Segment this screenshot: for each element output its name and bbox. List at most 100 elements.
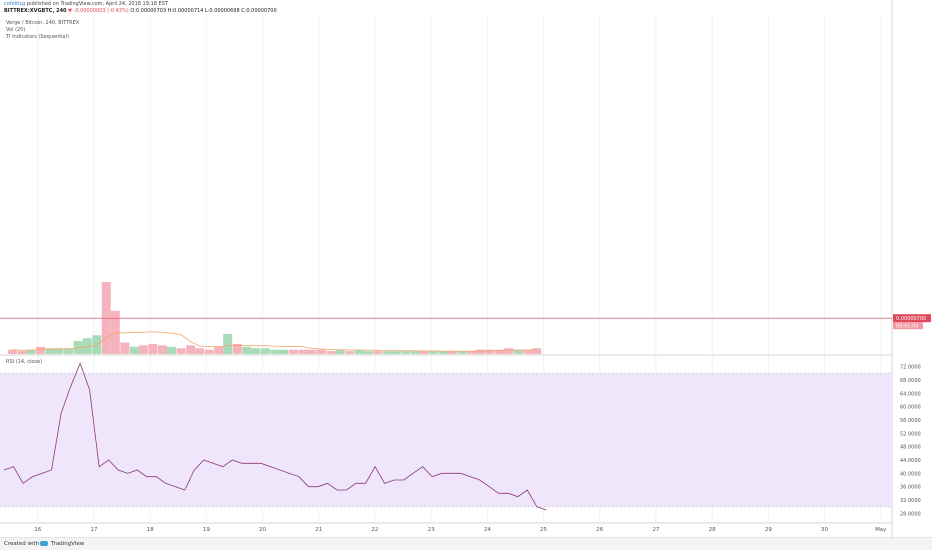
volume-bar xyxy=(82,338,92,354)
last-price-value: 0.00000700 xyxy=(896,316,926,322)
volume-bar xyxy=(307,349,317,354)
time-tick-label: May xyxy=(875,527,887,533)
legend-vol: Vol (20) xyxy=(6,27,26,33)
rsi-tick-label: 72.0000 xyxy=(900,365,921,371)
time-axis: 16 17 18 19 20 21 22 23 24 25 26 27 28 29 30 May xyxy=(34,527,887,533)
time-tick-label: 30 xyxy=(821,527,828,533)
volume-bar xyxy=(26,349,36,354)
volume-bar xyxy=(439,351,448,354)
change-label: ▼ -0.00000003 (-0.43%) xyxy=(66,8,129,14)
volume-bar xyxy=(92,335,102,354)
volume-bar xyxy=(138,345,148,354)
volume-bar xyxy=(110,310,120,354)
time-tick-label: 21 xyxy=(315,527,322,533)
volume-bar xyxy=(129,346,139,354)
time-tick-label: 27 xyxy=(652,527,659,533)
volume-bar xyxy=(354,349,364,354)
volume-bar xyxy=(401,351,411,354)
volume-bar xyxy=(532,348,542,354)
time-tick-label: 23 xyxy=(428,527,435,533)
volume-bar xyxy=(120,342,130,354)
volume-bar xyxy=(204,349,214,354)
volume-bar xyxy=(410,351,420,354)
rsi-tick-label: 32.0000 xyxy=(900,498,921,504)
rsi-band xyxy=(0,373,892,507)
rsi-tick-label: 64.0000 xyxy=(900,391,921,397)
volume-bar xyxy=(195,348,205,354)
footer: Created with TradingView xyxy=(0,537,932,550)
time-tick-label: 20 xyxy=(259,527,266,533)
time-tick-label: 24 xyxy=(484,527,491,533)
volume-bar xyxy=(317,349,327,354)
volume-bar xyxy=(242,346,252,354)
rsi-tick-label: 40.0000 xyxy=(900,471,921,477)
volume-bar xyxy=(223,333,233,354)
volume-bar xyxy=(186,345,196,354)
legend-rsi: RSI (14, close) xyxy=(6,359,43,365)
volume-bar xyxy=(363,351,373,354)
volume-bar xyxy=(485,349,495,354)
rsi-tick-label: 48.0000 xyxy=(900,445,921,451)
volume-bar xyxy=(17,351,27,354)
countdown-value: 03:41:04 xyxy=(896,324,918,330)
time-tick-label: 17 xyxy=(90,527,97,533)
volume-bar xyxy=(7,349,17,354)
price-axis: 0.000017000.000016000.000015000.00001400… xyxy=(893,314,931,517)
volume-bar xyxy=(45,348,55,354)
time-tick-label: 25 xyxy=(540,527,547,533)
volume-bar xyxy=(382,351,392,354)
volume-bar xyxy=(64,348,74,354)
time-tick-label: 22 xyxy=(371,527,378,533)
symbol-info: BITTREX:XVGBTC, 240 ▼ -0.00000003 (-0.43… xyxy=(4,8,277,14)
publish-info: cofelitsg published on TradingView.com, … xyxy=(4,1,168,7)
legend-ti: TI Indicators (Sequential) xyxy=(6,34,69,40)
volume-bar xyxy=(345,351,355,354)
volume-bar xyxy=(513,349,523,354)
rsi-tick-label: 68.0000 xyxy=(900,378,921,384)
volume-bar xyxy=(391,351,401,354)
candles xyxy=(0,317,892,319)
volume-bar xyxy=(157,345,167,354)
time-tick-label: 18 xyxy=(147,527,154,533)
rsi-tick-label: 28.0000 xyxy=(900,511,921,517)
volume-bar xyxy=(373,351,383,354)
volume-bar xyxy=(232,343,242,354)
volume-bar xyxy=(504,348,514,354)
volume-bar xyxy=(148,343,158,354)
volume-bar xyxy=(251,348,261,354)
rsi-series-line xyxy=(3,362,547,511)
author-link[interactable]: cofelitsg xyxy=(4,1,26,7)
volume-bar xyxy=(176,348,186,354)
time-tick-label: 26 xyxy=(596,527,603,533)
tradingview-brand[interactable]: TradingView xyxy=(51,541,85,547)
volume-bar xyxy=(429,351,439,354)
volume-bar xyxy=(36,346,46,354)
rsi-tick-label: 52.0000 xyxy=(900,431,921,437)
time-tick-label: 19 xyxy=(203,527,210,533)
rsi-line xyxy=(3,362,547,511)
tradingview-logo-icon xyxy=(40,541,48,546)
volume-bar xyxy=(270,349,280,354)
volume-bar xyxy=(495,349,505,354)
publish-text: published on TradingView.com, April 24, … xyxy=(25,1,168,7)
volume-bar xyxy=(476,349,486,354)
volume-bar xyxy=(214,346,224,354)
rsi-tick-label: 56.0000 xyxy=(900,418,921,424)
created-with-label: Created with xyxy=(4,541,40,547)
volume-bar xyxy=(326,351,336,354)
volume-bar xyxy=(467,351,477,354)
legend-symbol: Verge / Bitcoin, 240, BITTREX xyxy=(6,20,80,26)
volume-bar xyxy=(457,351,467,354)
volume-bar xyxy=(448,351,457,354)
rsi-tick-label: 36.0000 xyxy=(900,485,921,491)
time-tick-label: 16 xyxy=(34,527,41,533)
last-price-badge xyxy=(893,314,931,323)
volume-bar xyxy=(335,349,345,354)
rsi-tick-label: 44.0000 xyxy=(900,458,921,464)
volume-bar xyxy=(419,351,429,354)
volume-bar xyxy=(298,349,308,354)
volume-bar xyxy=(288,349,298,354)
volume-bar xyxy=(260,348,270,354)
volume-bar xyxy=(279,349,289,354)
